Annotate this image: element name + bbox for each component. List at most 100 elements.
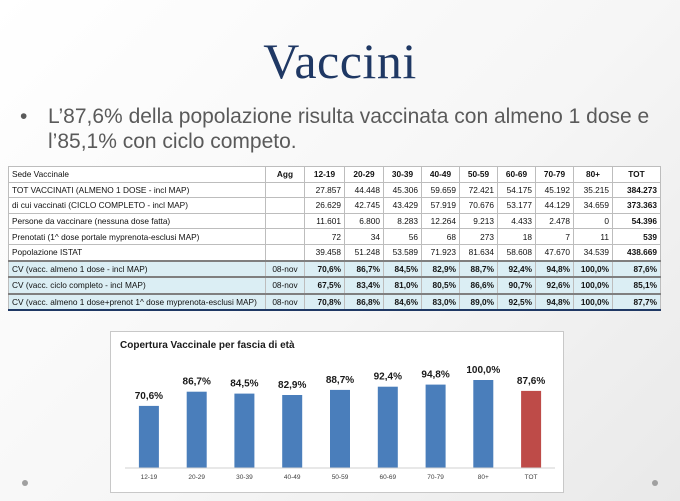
table-cell: 100,0% xyxy=(573,276,613,295)
table-header-row: Sede Vaccinale Agg 12-19 20-29 30-39 40-… xyxy=(8,166,661,183)
row-label: Prenotati (1^ dose portale myprenota-esc… xyxy=(8,228,266,245)
table-cell: 53.177 xyxy=(497,197,536,214)
data-label: 70,6% xyxy=(135,391,163,402)
table-cell: 11.601 xyxy=(304,212,345,230)
row-agg: 08-nov xyxy=(265,276,305,295)
chart-bar-12-19 xyxy=(138,405,159,468)
corner-dot-left-icon xyxy=(22,480,28,486)
table-cell: 82,9% xyxy=(421,260,460,278)
table-cell: 6.800 xyxy=(344,212,384,230)
data-label: 94,8% xyxy=(421,370,449,381)
table-cell: 47.670 xyxy=(535,243,574,262)
table-row: Persone da vaccinare (nessuna dose fatta… xyxy=(8,212,661,230)
table-cell: 68 xyxy=(421,228,460,245)
row-total: 87,7% xyxy=(612,293,661,312)
chart-bar-40-49 xyxy=(282,395,303,468)
table-cell: 2.478 xyxy=(535,212,574,230)
header-cell: TOT xyxy=(612,166,661,183)
x-tick-label: 70-79 xyxy=(427,474,444,481)
table-cell: 90,7% xyxy=(497,276,536,295)
table-cell: 56 xyxy=(383,228,422,245)
table-cell: 92,6% xyxy=(535,276,574,295)
row-total: 438.669 xyxy=(612,243,661,262)
table-cell: 92,4% xyxy=(497,260,536,278)
table-cell: 70,6% xyxy=(304,260,345,278)
table-cell: 7 xyxy=(535,228,574,245)
row-agg xyxy=(265,181,305,199)
bullet-dot-icon: • xyxy=(20,105,28,128)
table-cell: 89,0% xyxy=(459,293,498,312)
chart-bar-50-59 xyxy=(330,389,350,468)
table-cell: 86,8% xyxy=(344,293,384,312)
x-tick-label: 30-39 xyxy=(236,474,253,481)
header-cell: 40-49 xyxy=(421,166,460,183)
table-cell: 81.634 xyxy=(459,243,498,262)
chart-bar-70-79 xyxy=(425,384,446,468)
table-cell: 83,0% xyxy=(421,293,460,312)
chart-bar-30-39 xyxy=(234,393,255,468)
table-cell: 18 xyxy=(497,228,536,245)
table-cell: 34 xyxy=(344,228,384,245)
table-cell: 100,0% xyxy=(573,260,613,278)
table-row: di cui vaccinati (CICLO COMPLETO - incl … xyxy=(8,197,661,214)
row-agg: 08-nov xyxy=(265,293,305,312)
data-label: 84,5% xyxy=(230,379,258,390)
table-row: Prenotati (1^ dose portale myprenota-esc… xyxy=(8,228,661,245)
data-label: 92,4% xyxy=(374,372,402,383)
x-tick-label: TOT xyxy=(525,474,538,481)
table-cell: 58.608 xyxy=(497,243,536,262)
row-agg xyxy=(265,212,305,230)
header-cell: 50-59 xyxy=(459,166,498,183)
header-cell: 20-29 xyxy=(344,166,384,183)
table-cell: 43.429 xyxy=(383,197,422,214)
table-row: TOT VACCINATI (ALMENO 1 DOSE - incl MAP)… xyxy=(8,181,661,199)
table-cell: 80,5% xyxy=(421,276,460,295)
x-tick-label: 40-49 xyxy=(284,474,301,481)
row-agg xyxy=(265,243,305,262)
table-cell: 84,6% xyxy=(383,293,422,312)
chart-bar-TOT xyxy=(521,390,542,468)
row-label: CV (vacc. almeno 1 dose+prenot 1^ dose m… xyxy=(8,293,266,312)
table-row: CV (vacc. almeno 1 dose+prenot 1^ dose m… xyxy=(8,293,661,312)
row-label: Persone da vaccinare (nessuna dose fatta… xyxy=(8,212,266,230)
row-agg xyxy=(265,197,305,214)
header-cell: 30-39 xyxy=(383,166,422,183)
chart-plot: 70,6% 12-19 86,7% 20-29 84,5% 30-39 82,9% 40-49… xyxy=(125,365,555,481)
table-cell: 86,6% xyxy=(459,276,498,295)
row-agg: 08-nov xyxy=(265,260,305,278)
row-total: 85,1% xyxy=(612,276,661,295)
table-cell: 26.629 xyxy=(304,197,345,214)
table-cell: 54.175 xyxy=(497,181,536,199)
table-row: CV (vacc. almeno 1 dose - incl MAP) 08-no… xyxy=(8,260,661,278)
table-cell: 34.659 xyxy=(573,197,613,214)
header-cell: Agg xyxy=(265,166,305,183)
table-cell: 83,4% xyxy=(344,276,384,295)
header-cell: 80+ xyxy=(573,166,613,183)
chart-title: Copertura Vaccinale per fascia di età xyxy=(120,340,295,351)
table-cell: 72.421 xyxy=(459,181,498,199)
header-cell: 60-69 xyxy=(497,166,536,183)
chart-bar-60-69 xyxy=(377,386,398,468)
row-total: 384.273 xyxy=(612,181,661,199)
row-label: di cui vaccinati (CICLO COMPLETO - incl … xyxy=(8,197,266,214)
table-cell: 9.213 xyxy=(459,212,498,230)
table-cell: 86,7% xyxy=(344,260,384,278)
header-cell: Sede Vaccinale xyxy=(8,166,266,183)
data-label: 82,9% xyxy=(278,380,306,391)
table-cell: 70,8% xyxy=(304,293,345,312)
table-cell: 92,5% xyxy=(497,293,536,312)
table-cell: 27.857 xyxy=(304,181,345,199)
table-cell: 53.589 xyxy=(383,243,422,262)
table-cell: 94,8% xyxy=(535,293,574,312)
table-cell: 51.248 xyxy=(344,243,384,262)
table-cell: 84,5% xyxy=(383,260,422,278)
table-cell: 0 xyxy=(573,212,613,230)
header-cell: 12-19 xyxy=(304,166,345,183)
table-cell: 45.306 xyxy=(383,181,422,199)
table-cell: 71.923 xyxy=(421,243,460,262)
table-cell: 70.676 xyxy=(459,197,498,214)
table-cell: 34.539 xyxy=(573,243,613,262)
table-cell: 81,0% xyxy=(383,276,422,295)
table-cell: 57.919 xyxy=(421,197,460,214)
row-total: 54.396 xyxy=(612,212,661,230)
